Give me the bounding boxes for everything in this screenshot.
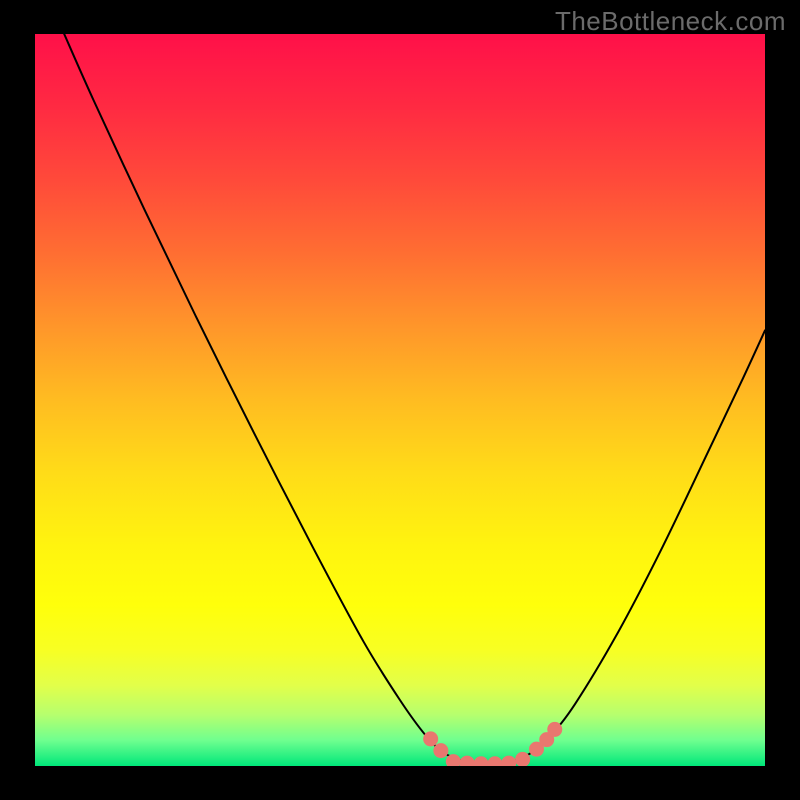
curve-marker (433, 743, 448, 758)
curve-marker (423, 731, 438, 746)
gradient-background (35, 34, 765, 766)
watermark-text: TheBottleneck.com (555, 6, 786, 37)
bottleneck-chart-svg (35, 34, 765, 766)
chart-frame: TheBottleneck.com (0, 0, 800, 800)
plot-area (35, 34, 765, 766)
curve-marker (547, 722, 562, 737)
